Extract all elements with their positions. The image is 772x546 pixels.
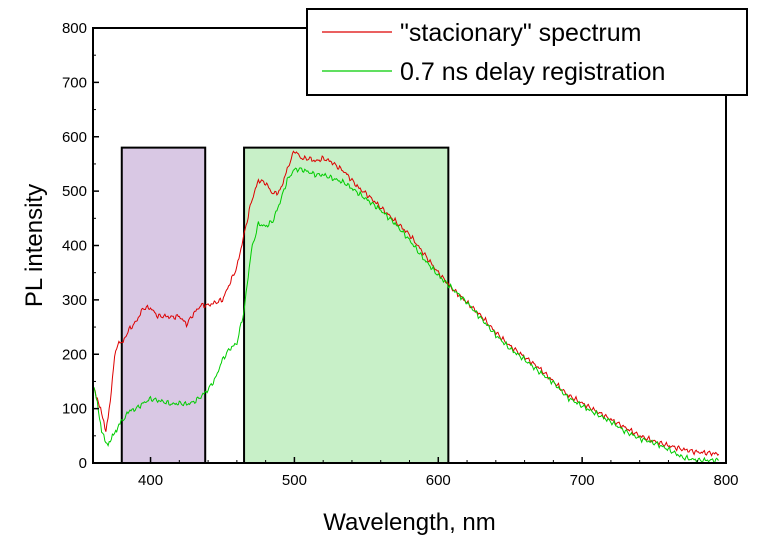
legend-box [306, 8, 748, 96]
y-tick-label-700: 700 [62, 74, 87, 91]
x-axis-title: Wavelength, nm [323, 509, 496, 536]
series-lines [92, 150, 720, 465]
y-tick-label-0: 0 [79, 455, 87, 472]
y-tick-label-800: 800 [62, 20, 87, 37]
legend-label-stacionary: "stacionary" spectrum [400, 19, 641, 47]
series-line-1 [92, 167, 720, 465]
legend-label-delay: 0.7 ns delay registration [400, 58, 665, 86]
x-tick-label-400: 400 [138, 472, 163, 489]
legend: "stacionary" spectrum 0.7 ns delay regis… [306, 8, 748, 96]
y-tick-label-300: 300 [62, 292, 87, 309]
y-axis-title: PL intensity [21, 184, 48, 307]
y-tick-label-500: 500 [62, 183, 87, 200]
highlight-region-0 [120, 146, 207, 464]
y-tick-label-400: 400 [62, 238, 87, 255]
x-tick-label-500: 500 [282, 472, 307, 489]
x-tick-label-800: 800 [713, 472, 738, 489]
y-tick-label-100: 100 [62, 401, 87, 418]
y-tick-label-600: 600 [62, 129, 87, 146]
x-tick-label-700: 700 [570, 472, 595, 489]
highlight-region-1 [243, 146, 450, 464]
y-tick-label-200: 200 [62, 346, 87, 363]
x-tick-label-600: 600 [426, 472, 451, 489]
highlight-regions [120, 146, 450, 464]
axis-ticks: 400 500 600 700 800 0 100 200 300 400 500 600 700 800 [62, 20, 739, 489]
